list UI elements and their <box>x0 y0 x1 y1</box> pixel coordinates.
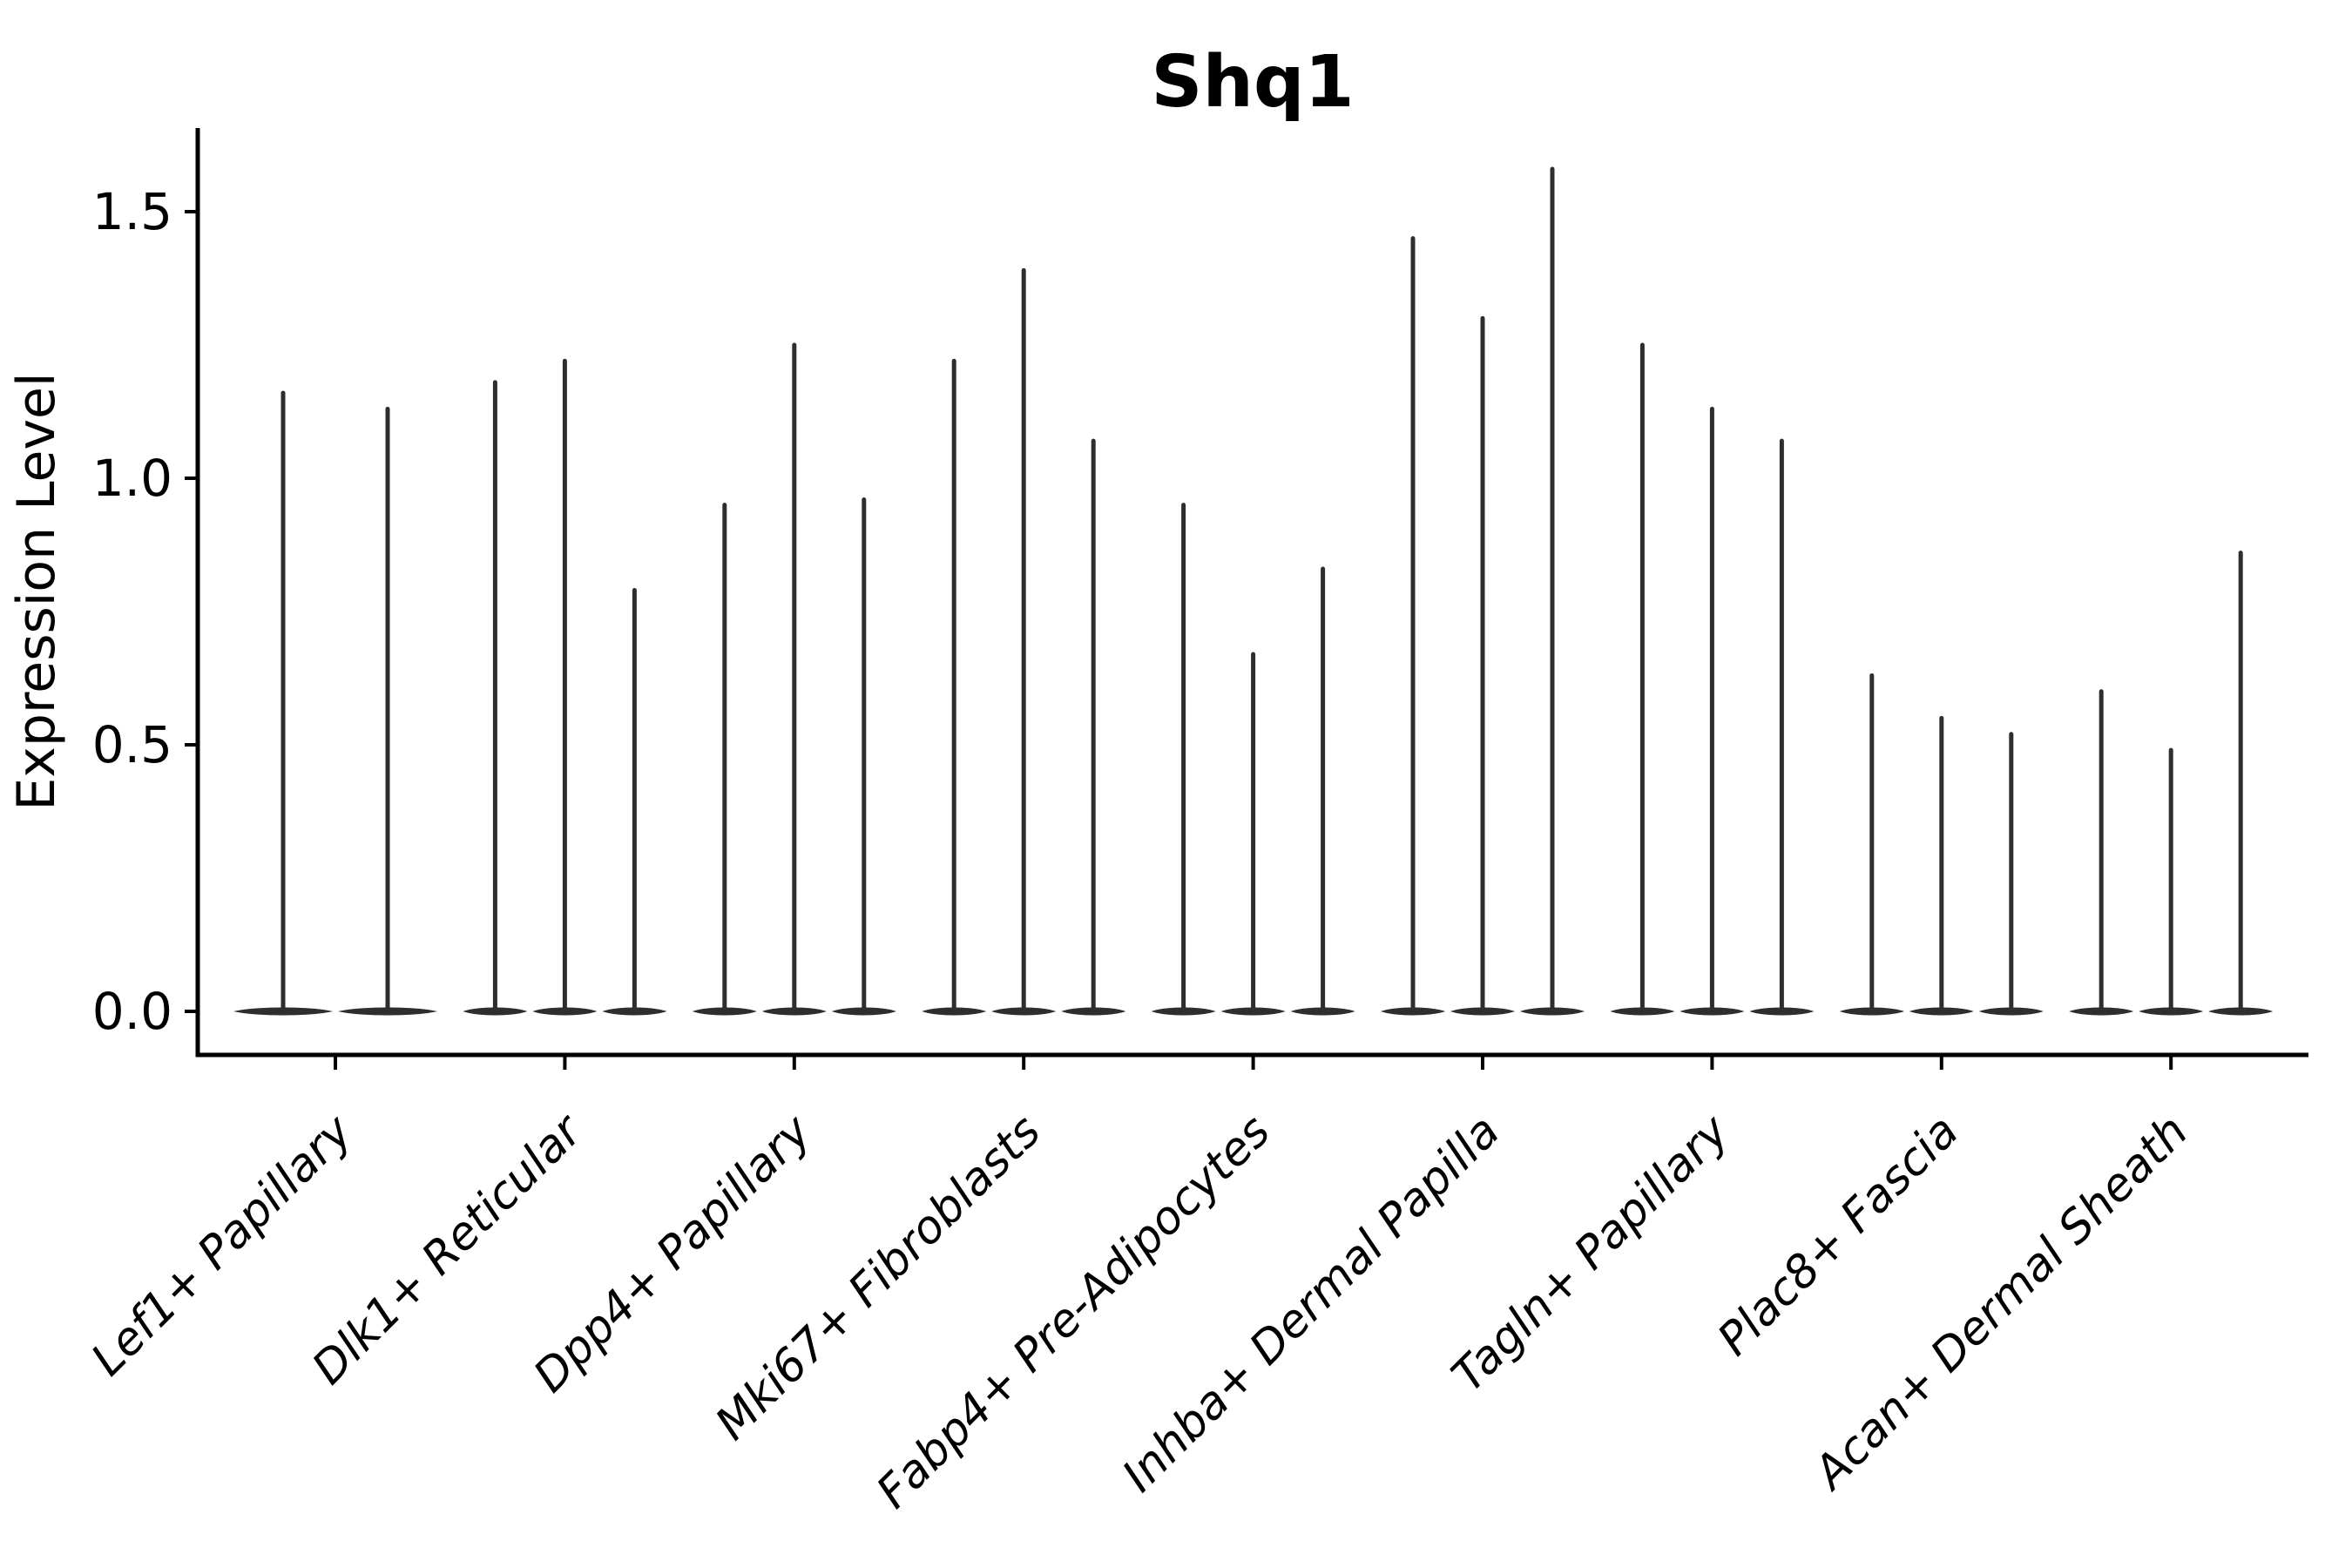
violin-group-1: Lef1+ Papillary <box>82 390 437 1386</box>
y-tick-label: 0.5 <box>92 715 172 774</box>
violin-group-4: Mki67+ Fibroblasts <box>706 267 1126 1450</box>
x-tick-label: Acan+ Dermal Sheath <box>1802 1105 2198 1501</box>
x-tick-label: Fabp4+ Pre-Adipocytes <box>867 1105 1281 1519</box>
y-tick-label: 0.0 <box>92 982 172 1041</box>
y-tick-label: 1.5 <box>92 182 172 241</box>
x-tick-label: Plac8+ Fascia <box>1708 1105 1969 1366</box>
plot-title: Shq1 <box>1151 41 1354 124</box>
x-tick-label: Inhba+ Dermal Papilla <box>1112 1105 1510 1503</box>
violin-group-2: Dlk1+ Reticular <box>302 358 667 1395</box>
y-axis-label: Expression Level <box>6 372 67 810</box>
y-tick-label: 1.0 <box>92 449 172 508</box>
violin-group-7: Tagln+ Papillary <box>1443 342 1815 1402</box>
violin-group-3: Dpp4+ Papillary <box>524 342 896 1402</box>
violin-group-8: Plac8+ Fascia <box>1708 672 2044 1366</box>
